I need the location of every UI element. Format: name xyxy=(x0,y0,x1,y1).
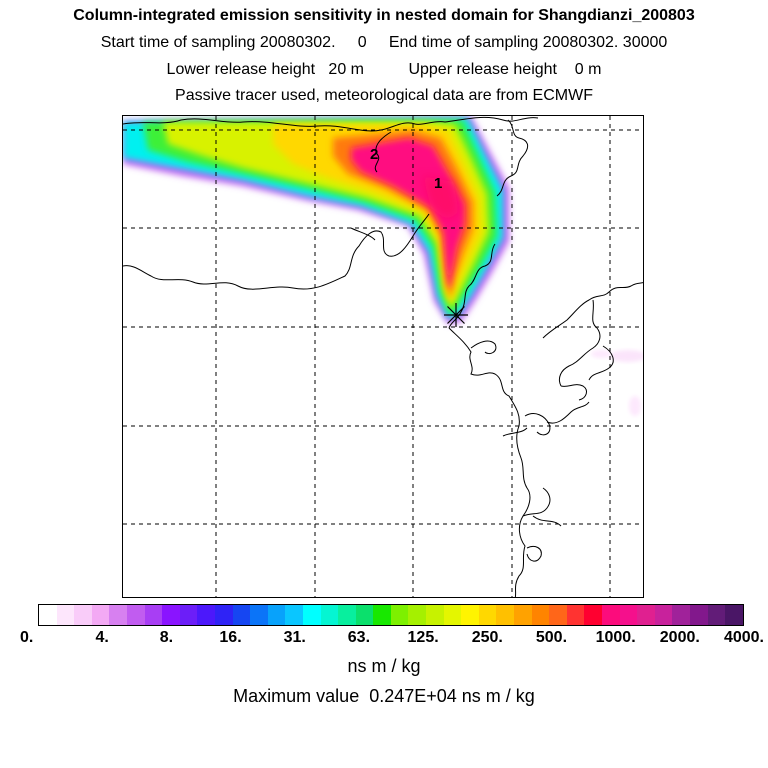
release-height-line: Lower release height 20 m Upper release … xyxy=(166,61,602,78)
colorbar-swatch xyxy=(390,605,409,625)
faint-patch xyxy=(629,396,641,416)
sensitivity-map xyxy=(123,116,643,597)
colorbar-tick-label: 2000. xyxy=(659,629,700,646)
colorbar-swatch xyxy=(355,605,374,625)
colorbar-tick-label: 125. xyxy=(407,629,439,646)
colorbar-swatch xyxy=(373,605,391,625)
plume-contour-magenta xyxy=(351,138,465,288)
asterisk-icon xyxy=(444,303,468,327)
colorbar-swatch xyxy=(443,605,462,625)
colorbar-tick-label: 31. xyxy=(283,629,306,646)
colorbar-tick-label: 16. xyxy=(219,629,242,646)
sampling-time-line: Start time of sampling 20080302. 0 End t… xyxy=(100,34,668,51)
colorbar xyxy=(38,604,744,626)
colorbar-swatch xyxy=(461,605,479,625)
colorbar-swatch xyxy=(285,605,303,625)
colorbar-swatch xyxy=(56,605,75,625)
colorbar-units: ns m / kg xyxy=(347,656,421,676)
colorbar-tick-label: 63. xyxy=(347,629,371,646)
colorbar-swatch xyxy=(408,605,427,625)
colorbar-swatch xyxy=(126,605,145,625)
colorbar-tick-label: 0. xyxy=(20,629,34,646)
colorbar-swatch xyxy=(707,605,726,625)
colorbar-swatch xyxy=(531,605,550,625)
faint-patch xyxy=(610,350,643,362)
colorbar-tick-label: 8. xyxy=(159,629,174,646)
colorbar-swatch xyxy=(302,605,321,625)
colorbar-swatch xyxy=(566,605,585,625)
colorbar-swatch xyxy=(39,605,57,625)
colorbar-tick-label: 250. xyxy=(471,629,503,646)
map-label-1: 1 xyxy=(434,175,443,192)
max-value-line: Maximum value 0.247E+04 ns m / kg xyxy=(233,686,535,706)
colorbar-swatch xyxy=(109,605,127,625)
map-panel: 2 1 xyxy=(122,115,644,598)
faint-patch xyxy=(591,350,611,358)
colorbar-tick-label: 1000. xyxy=(595,629,636,646)
colorbar-swatch xyxy=(144,605,163,625)
colorbar-swatch xyxy=(320,605,339,625)
colorbar-swatch xyxy=(654,605,673,625)
colorbar-swatch xyxy=(514,605,532,625)
colorbar-swatch xyxy=(74,605,92,625)
colorbar-swatch xyxy=(619,605,638,625)
colorbar-swatch xyxy=(232,605,251,625)
plume-layer xyxy=(123,116,643,416)
colorbar-swatch xyxy=(197,605,215,625)
colorbar-swatch xyxy=(338,605,356,625)
colorbar-tick-label: 4. xyxy=(95,629,109,646)
colorbar-swatch xyxy=(584,605,602,625)
page-title: Column-integrated emission sensitivity i… xyxy=(73,7,695,24)
tracer-info-line: Passive tracer used, meteorological data… xyxy=(175,87,593,104)
colorbar-swatch xyxy=(637,605,655,625)
plume-hotspot xyxy=(423,176,459,220)
colorbar-swatch xyxy=(602,605,620,625)
colorbar-swatch xyxy=(267,605,286,625)
colorbar-swatch xyxy=(426,605,444,625)
graticule xyxy=(123,116,643,597)
colorbar-swatch xyxy=(478,605,497,625)
colorbar-swatch xyxy=(725,605,743,625)
colorbar-swatch xyxy=(179,605,198,625)
coastlines xyxy=(123,116,643,597)
colorbar-swatch xyxy=(250,605,268,625)
colorbar-swatch xyxy=(549,605,567,625)
colorbar-swatch xyxy=(91,605,110,625)
colorbar-tick-label: 500. xyxy=(535,629,568,646)
colorbar-swatch xyxy=(496,605,515,625)
colorbar-tick-label: 4000. xyxy=(723,629,764,646)
map-label-2: 2 xyxy=(370,146,379,163)
colorbar-swatch xyxy=(214,605,233,625)
colorbar-swatch xyxy=(689,605,708,625)
colorbar-swatch xyxy=(672,605,690,625)
colorbar-swatch xyxy=(162,605,180,625)
